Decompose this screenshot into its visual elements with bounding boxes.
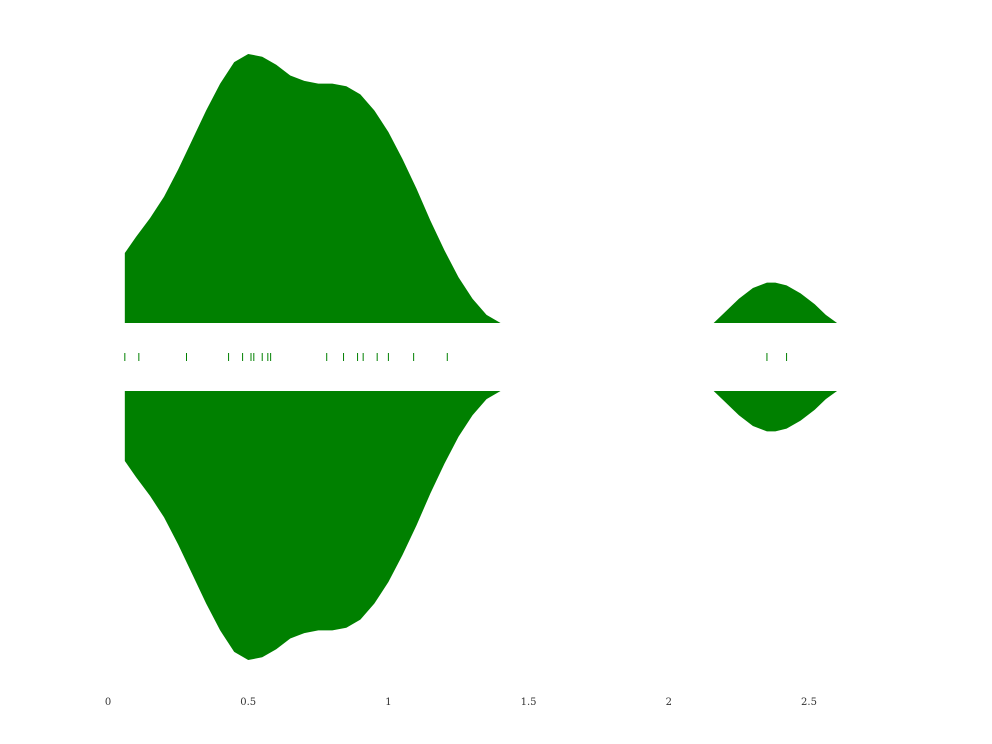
x-axis-ticks: 0 0.5 1 1.5 2 2.5 [105,697,817,708]
x-tick-label: 2.5 [801,697,817,708]
x-tick-label: 0 [105,697,111,708]
violin-upper-main [124,54,501,323]
x-tick-label: 1 [385,697,391,708]
violin-lower-main [124,391,501,660]
x-tick-label: 0.5 [240,697,256,708]
violin-layer [124,54,838,660]
rug-layer [124,353,788,361]
violin-lower-small [713,391,838,432]
x-tick-label: 1.5 [521,697,537,708]
x-tick-label: 2 [666,697,672,708]
violin-upper-small [713,282,838,323]
